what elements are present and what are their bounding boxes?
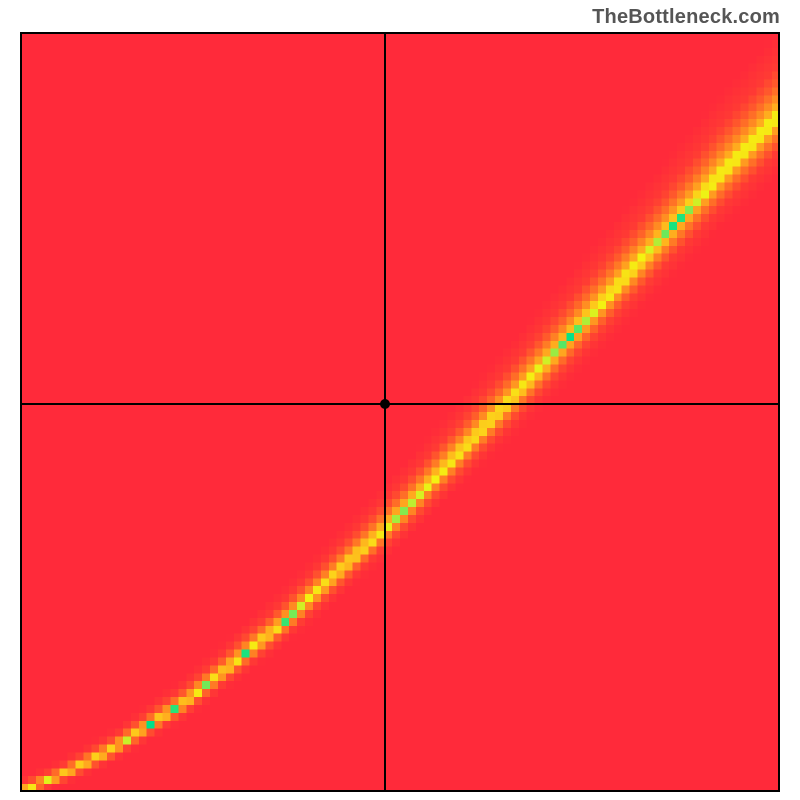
watermark-text: TheBottleneck.com <box>592 6 780 29</box>
crosshair-vertical <box>384 32 386 792</box>
crosshair-horizontal <box>20 403 780 405</box>
chart-container: TheBottleneck.com <box>0 0 800 800</box>
plot-border <box>20 32 780 792</box>
